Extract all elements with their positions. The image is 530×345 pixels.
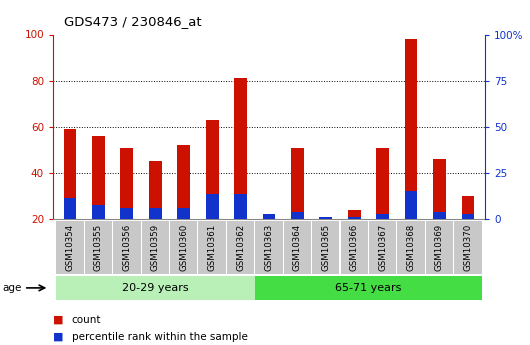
Bar	[85, 221, 112, 274]
Bar	[199, 221, 226, 274]
Bar	[149, 161, 162, 219]
Bar	[206, 194, 218, 219]
Bar	[320, 217, 332, 219]
Text: ■: ■	[53, 315, 64, 325]
Bar	[405, 39, 418, 219]
Bar	[426, 221, 453, 274]
Bar	[284, 221, 311, 274]
Text: GSM10366: GSM10366	[350, 224, 359, 271]
Bar	[149, 208, 162, 219]
Text: GSM10370: GSM10370	[463, 224, 472, 271]
Bar	[234, 78, 247, 219]
Bar	[262, 215, 276, 219]
Bar	[376, 148, 389, 219]
Bar	[120, 208, 133, 219]
Text: GSM10356: GSM10356	[122, 224, 131, 271]
Bar	[312, 221, 339, 274]
Text: GSM10361: GSM10361	[208, 224, 217, 271]
Bar	[454, 221, 482, 274]
Text: 20-29 years: 20-29 years	[122, 283, 189, 293]
Bar	[291, 148, 304, 219]
Bar	[206, 120, 218, 219]
Bar	[462, 215, 474, 219]
Bar	[255, 221, 282, 274]
Text: GSM10359: GSM10359	[151, 224, 160, 271]
Bar	[227, 221, 254, 274]
Bar	[234, 194, 247, 219]
Bar	[92, 205, 105, 219]
Text: age: age	[3, 283, 22, 293]
Bar	[433, 159, 446, 219]
Bar	[170, 221, 197, 274]
Bar	[341, 221, 368, 274]
Bar	[398, 221, 425, 274]
Bar	[178, 145, 190, 219]
Bar	[369, 221, 396, 274]
Text: GSM10368: GSM10368	[407, 224, 416, 271]
Bar	[291, 212, 304, 219]
Bar	[56, 276, 255, 299]
Bar	[433, 212, 446, 219]
Text: count: count	[72, 315, 101, 325]
Text: GSM10362: GSM10362	[236, 224, 245, 271]
Text: GSM10369: GSM10369	[435, 224, 444, 271]
Text: percentile rank within the sample: percentile rank within the sample	[72, 332, 248, 342]
Text: GSM10367: GSM10367	[378, 224, 387, 271]
Bar	[462, 196, 474, 219]
Bar	[262, 217, 276, 219]
Text: GSM10360: GSM10360	[179, 224, 188, 271]
Text: ■: ■	[53, 332, 64, 342]
Text: GSM10355: GSM10355	[94, 224, 103, 271]
Bar	[64, 129, 76, 219]
Bar	[255, 276, 482, 299]
Bar	[113, 221, 140, 274]
Bar	[348, 217, 360, 219]
Text: GSM10364: GSM10364	[293, 224, 302, 271]
Text: GSM10365: GSM10365	[321, 224, 330, 271]
Bar	[405, 191, 418, 219]
Text: GSM10363: GSM10363	[264, 224, 273, 271]
Bar	[142, 221, 169, 274]
Text: GDS473 / 230846_at: GDS473 / 230846_at	[64, 16, 201, 29]
Bar	[178, 208, 190, 219]
Bar	[376, 215, 389, 219]
Bar	[348, 210, 360, 219]
Text: 65-71 years: 65-71 years	[335, 283, 402, 293]
Bar	[120, 148, 133, 219]
Text: GSM10354: GSM10354	[66, 224, 75, 271]
Bar	[92, 136, 105, 219]
Bar	[56, 221, 84, 274]
Bar	[64, 198, 76, 219]
